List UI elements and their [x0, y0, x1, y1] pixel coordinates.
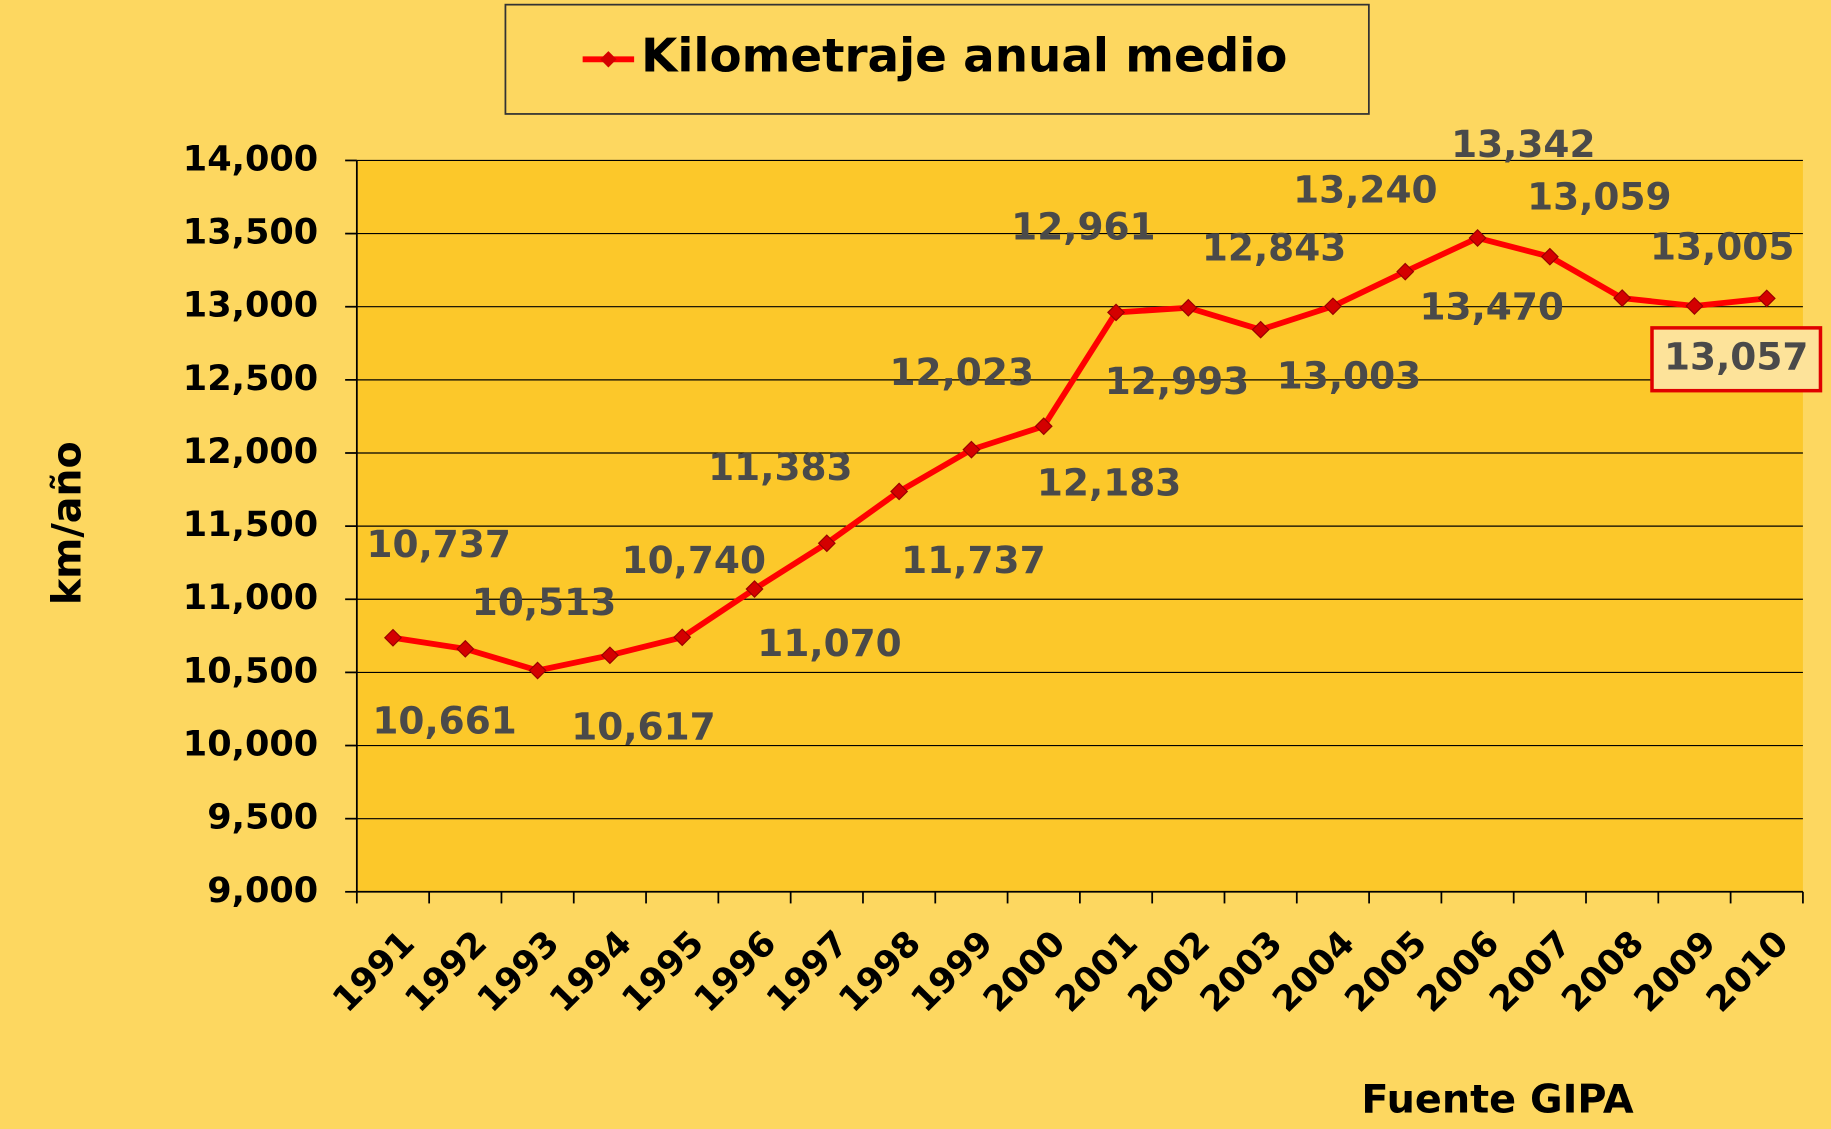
marker: [456, 639, 475, 658]
marker: [1179, 298, 1198, 317]
y-tick-label: 9,000: [207, 871, 318, 911]
data-label: 13,005: [1650, 224, 1794, 268]
marker: [1685, 297, 1704, 315]
data-label: 11,383: [708, 445, 852, 489]
marker: [1468, 229, 1487, 247]
highlight-box: [1650, 326, 1823, 393]
marker: [1034, 417, 1053, 436]
marker: [1107, 303, 1126, 322]
data-label: 11,737: [901, 538, 1045, 582]
marker: [600, 646, 619, 665]
marker: [1251, 320, 1270, 339]
y-tick-label: 11,000: [183, 578, 318, 618]
legend-label: Kilometraje anual medio: [641, 30, 1287, 84]
y-tick-label: 10,000: [183, 725, 318, 765]
y-tick-label: 9,500: [207, 798, 318, 838]
marker: [962, 440, 981, 459]
data-label: 10,737: [367, 522, 511, 566]
data-label: 13,003: [1277, 353, 1421, 397]
data-label: 12,023: [889, 350, 1033, 394]
data-label: 10,513: [472, 580, 616, 624]
y-tick-label: 11,500: [183, 505, 318, 545]
y-axis-label: km/año: [45, 441, 91, 605]
marker: [1757, 289, 1776, 308]
data-label: 10,661: [372, 699, 516, 743]
legend: [504, 3, 1370, 115]
data-label: 12,993: [1105, 359, 1249, 403]
marker: [890, 482, 909, 501]
data-label: 12,961: [1011, 205, 1155, 249]
legend-marker: [600, 51, 617, 68]
series-line: [392, 235, 1768, 674]
y-tick-label: 12,000: [183, 432, 318, 472]
source: Fuente GIPA: [1361, 1077, 1634, 1123]
marker: [1396, 262, 1415, 281]
data-label: 11,070: [757, 621, 901, 665]
data-label: 13,240: [1293, 167, 1437, 211]
data-label: 13,057: [1664, 335, 1808, 379]
y-tick-label: 13,500: [183, 213, 318, 253]
y-tick-label: 12,500: [183, 359, 318, 399]
marker: [817, 534, 836, 553]
marker: [1323, 297, 1342, 316]
marker: [673, 628, 692, 647]
marker: [745, 580, 764, 598]
marker: [528, 661, 547, 680]
marker: [1613, 289, 1632, 308]
data-label: 13,059: [1527, 174, 1671, 218]
data-label: 10,740: [622, 538, 766, 582]
data-label: 13,470: [1419, 285, 1563, 329]
y-tick-label: 13,000: [183, 286, 318, 326]
data-label: 13,342: [1451, 122, 1595, 166]
marker: [383, 628, 403, 647]
y-tick-label: 14,000: [183, 140, 318, 180]
y-tick-label: 10,500: [183, 651, 318, 691]
data-label: 10,617: [571, 705, 715, 749]
data-label: 12,843: [1202, 226, 1346, 270]
marker: [1540, 247, 1559, 266]
data-label: 12,183: [1037, 460, 1181, 504]
